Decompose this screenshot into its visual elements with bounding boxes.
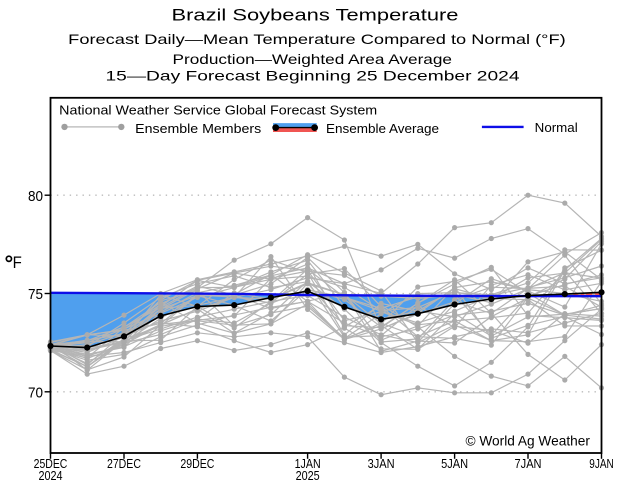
- svg-text:7JAN: 7JAN: [515, 457, 542, 471]
- svg-text:F: F: [13, 254, 22, 272]
- svg-text:5JAN: 5JAN: [441, 457, 468, 471]
- svg-text:25DEC: 25DEC: [34, 457, 68, 471]
- svg-text:15—Day Forecast Beginning 25 D: 15—Day Forecast Beginning 25 December 20…: [106, 67, 520, 83]
- svg-text:Production—Weighted Area Avera: Production—Weighted Area Average: [173, 51, 453, 67]
- svg-text:© World Ag Weather: © World Ag Weather: [466, 432, 591, 448]
- svg-text:1JAN: 1JAN: [295, 457, 321, 471]
- svg-text:3JAN: 3JAN: [368, 457, 395, 471]
- svg-text:2024: 2024: [38, 469, 62, 483]
- svg-text:Forecast Daily—Mean Temperatur: Forecast Daily—Mean Temperature Compared…: [68, 31, 566, 47]
- svg-text:75: 75: [28, 286, 43, 303]
- svg-text:Brazil Soybeans Temperature: Brazil Soybeans Temperature: [172, 6, 459, 25]
- svg-text:70: 70: [28, 384, 43, 401]
- svg-text:Normal: Normal: [535, 120, 578, 135]
- svg-text:National Weather Service Globa: National Weather Service Global Forecast…: [59, 103, 377, 118]
- svg-text:9JAN: 9JAN: [589, 457, 614, 471]
- svg-text:Ensemble Members: Ensemble Members: [135, 121, 262, 136]
- svg-text:2025: 2025: [296, 469, 320, 483]
- svg-text:80: 80: [28, 188, 43, 205]
- svg-text:29DEC: 29DEC: [180, 457, 214, 471]
- svg-text:Ensemble Average: Ensemble Average: [326, 121, 439, 136]
- svg-text:27DEC: 27DEC: [107, 457, 141, 471]
